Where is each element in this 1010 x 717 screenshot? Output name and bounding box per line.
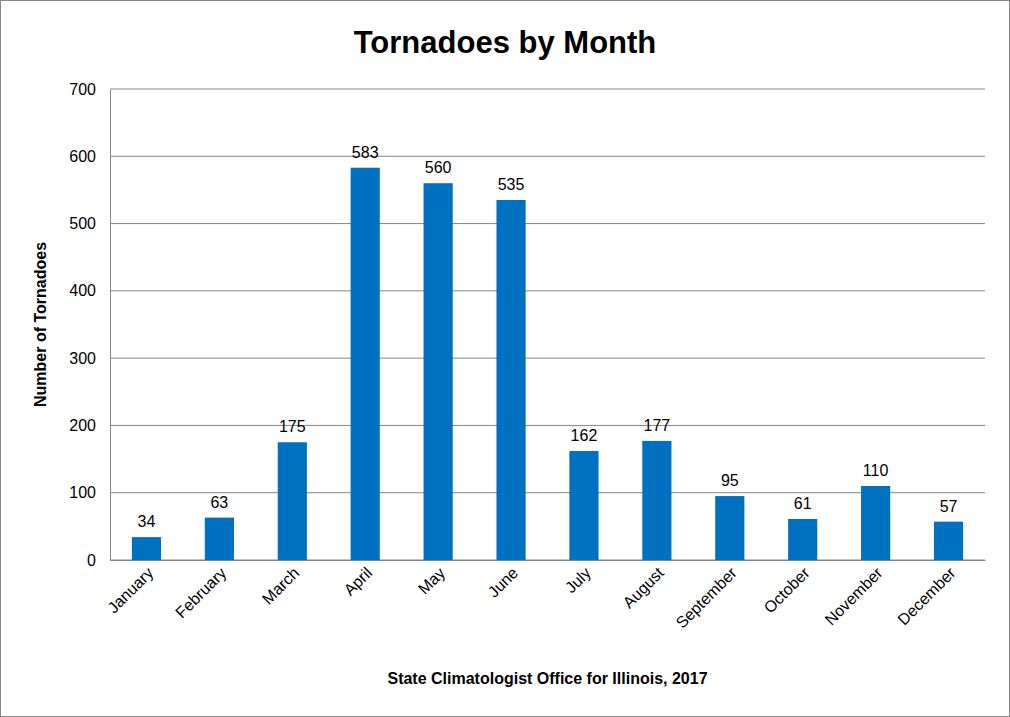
tick-label: December: [894, 564, 959, 629]
tick-label: 200: [69, 417, 96, 434]
tick: June: [485, 560, 522, 601]
tick-label: 0: [87, 552, 96, 569]
data-label: 535: [498, 176, 525, 193]
chart-border: [1, 1, 1010, 717]
tick-label: July: [562, 564, 594, 596]
axis-line: [110, 90, 111, 561]
y-axis: 0 100 200 300 400 500 600 700: [69, 81, 110, 569]
tick: April: [341, 560, 376, 599]
tick-label: January: [104, 564, 156, 616]
grid-line: [110, 425, 985, 426]
bar: [496, 200, 525, 560]
tick-label: February: [172, 564, 229, 621]
grid-line: [110, 492, 985, 493]
tick: 300: [69, 350, 110, 367]
title: Tornadoes by Month: [354, 25, 657, 60]
tick: January: [104, 560, 156, 616]
tick: December: [894, 560, 959, 628]
tick-label: 600: [69, 148, 96, 165]
tick: 0: [87, 552, 110, 569]
bar: [934, 522, 963, 560]
tick-label: 700: [69, 81, 96, 98]
grid-line: [110, 156, 985, 157]
tick: July: [562, 560, 594, 596]
axis-line: [111, 560, 986, 561]
data-label: 175: [279, 418, 306, 435]
data-label: 560: [425, 159, 452, 176]
bar: [569, 451, 598, 560]
tick-label: 500: [69, 215, 96, 232]
tick: March: [259, 560, 302, 608]
tick: 400: [69, 282, 110, 299]
bar: [861, 486, 890, 560]
tick-label: November: [821, 564, 886, 629]
grid-line: [110, 358, 985, 359]
data-label: 177: [644, 417, 671, 434]
tick-label: October: [761, 564, 814, 617]
tick-label: 300: [69, 350, 96, 367]
bar: [642, 441, 671, 560]
x-axis: January February March April May June July Augu…: [104, 560, 985, 631]
data-label: 61: [794, 495, 812, 512]
tick: May: [415, 560, 448, 597]
tick: September: [673, 560, 741, 631]
tick: October: [761, 560, 814, 616]
tick-label: 400: [69, 282, 96, 299]
tick-label: 100: [69, 484, 96, 501]
tick: 600: [69, 148, 110, 165]
data-label: 110: [863, 462, 889, 479]
bar: [351, 168, 380, 560]
tick-label: June: [485, 564, 522, 601]
tick-label: September: [673, 564, 741, 632]
tick-label: August: [620, 564, 668, 612]
tick: 100: [69, 484, 110, 501]
plot-area: 0 100 200 300 400 500 600 700 January February Mar…: [69, 81, 985, 632]
y-axis-title: Number of Tornadoes: [32, 242, 49, 407]
tick: 200: [69, 417, 110, 434]
grid: [110, 89, 985, 560]
tick-label: April: [341, 564, 376, 599]
data-label: 95: [721, 472, 739, 489]
x-axis-title: State Climatologist Office for Illinois,…: [387, 670, 707, 687]
data-label: 583: [352, 144, 379, 161]
bar: [132, 537, 161, 560]
tick-label: May: [415, 564, 448, 597]
grid-line: [110, 223, 985, 224]
tick: August: [620, 560, 668, 611]
tick: 700: [69, 81, 110, 98]
tick: 500: [69, 215, 110, 232]
bar: [205, 518, 234, 560]
data-label: 34: [138, 513, 156, 530]
data-labels: 34 63 175 583 560 535 162 177 95 61 110 57: [138, 144, 958, 530]
grid-line: [110, 89, 985, 90]
data-label: 63: [210, 494, 228, 511]
tick: November: [821, 560, 886, 628]
bar: [424, 183, 453, 560]
bar: [278, 442, 307, 560]
data-label: 162: [571, 427, 598, 444]
bar: [788, 519, 817, 560]
bar: [715, 496, 744, 560]
bars: [132, 168, 963, 560]
grid-line: [110, 290, 985, 291]
tick-label: March: [259, 564, 302, 607]
data-label: 57: [940, 498, 958, 515]
chart: 0 100 200 300 400 500 600 700 January February Mar…: [0, 0, 1010, 717]
grid-line: [110, 560, 985, 561]
tick: February: [172, 560, 229, 621]
